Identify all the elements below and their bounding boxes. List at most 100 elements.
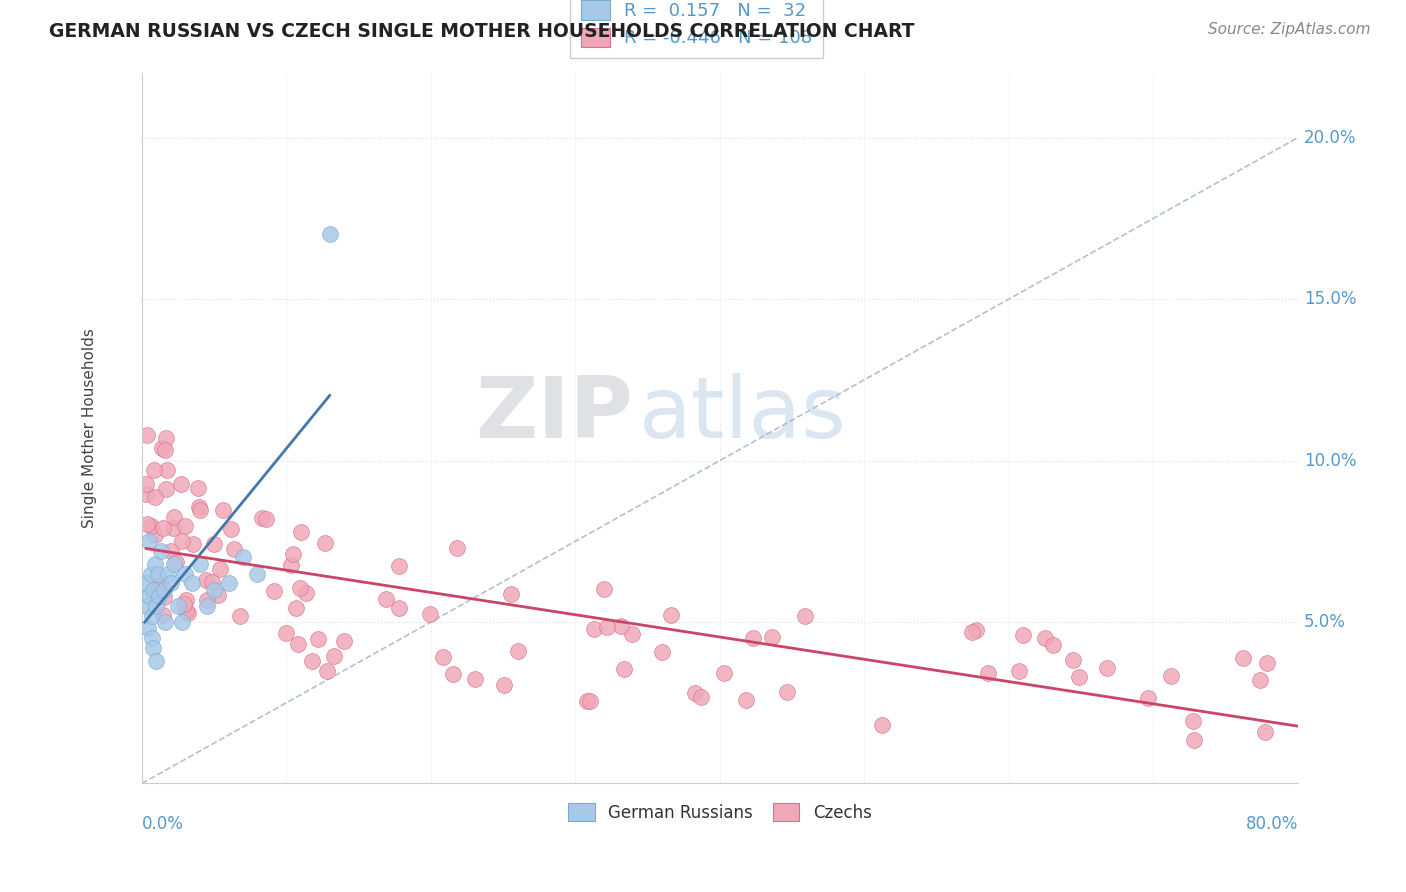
Point: [263, 583, 285, 598]
Point: [135, 487, 157, 501]
Point: [145, 583, 167, 598]
Point: [202, 536, 225, 550]
Point: [142, 582, 165, 597]
Point: [167, 599, 190, 613]
Point: [494, 678, 516, 692]
Point: [620, 627, 643, 641]
Point: [316, 664, 339, 678]
Point: [575, 694, 598, 708]
Point: [775, 685, 797, 699]
Point: [1253, 725, 1275, 739]
Point: [761, 631, 783, 645]
Point: [281, 548, 304, 562]
Point: [174, 519, 197, 533]
Point: [375, 592, 398, 607]
Point: [323, 649, 346, 664]
Point: [172, 615, 194, 629]
Point: [501, 587, 523, 601]
Point: [280, 558, 302, 573]
Point: [174, 593, 197, 607]
Text: 80.0%: 80.0%: [1246, 815, 1298, 833]
Point: [187, 481, 209, 495]
Point: [143, 463, 166, 477]
Point: [613, 662, 636, 676]
Point: [139, 566, 162, 581]
Text: ZIP: ZIP: [475, 373, 633, 456]
Point: [1012, 628, 1035, 642]
Point: [1033, 632, 1056, 646]
Point: [610, 619, 633, 633]
Point: [432, 649, 454, 664]
Point: [145, 654, 167, 668]
Point: [153, 442, 176, 457]
Point: [162, 557, 184, 571]
Point: [307, 632, 329, 647]
Text: 20.0%: 20.0%: [1303, 128, 1357, 146]
Point: [388, 601, 411, 615]
Point: [160, 544, 183, 558]
Point: [441, 667, 464, 681]
Point: [294, 586, 316, 600]
Point: [318, 227, 340, 242]
Point: [190, 503, 212, 517]
Point: [713, 665, 735, 680]
Point: [659, 607, 682, 622]
Point: [177, 606, 200, 620]
Point: [333, 634, 356, 648]
Point: [134, 576, 156, 591]
Point: [1042, 638, 1064, 652]
Point: [1182, 732, 1205, 747]
Point: [977, 666, 1000, 681]
Point: [208, 562, 231, 576]
Point: [256, 512, 278, 526]
Point: [252, 510, 274, 524]
Point: [388, 559, 411, 574]
Point: [212, 503, 235, 517]
Point: [685, 686, 707, 700]
Point: [188, 557, 211, 571]
Point: [593, 582, 616, 597]
Point: [162, 521, 184, 535]
Point: [965, 623, 987, 637]
Point: [1095, 661, 1118, 675]
Point: [159, 576, 181, 591]
Point: [224, 542, 246, 557]
Point: [153, 615, 176, 629]
Point: [174, 566, 197, 581]
Text: atlas: atlas: [638, 373, 846, 456]
Point: [1062, 653, 1084, 667]
Point: [145, 599, 167, 613]
Point: [188, 500, 211, 514]
Point: [181, 576, 204, 591]
Point: [156, 566, 179, 581]
Point: [419, 607, 441, 621]
Point: [170, 477, 193, 491]
Point: [202, 582, 225, 597]
Point: [301, 655, 323, 669]
Point: [689, 690, 711, 705]
Point: [201, 575, 224, 590]
Point: [1232, 651, 1254, 665]
Point: [287, 637, 309, 651]
Point: [139, 519, 162, 533]
Text: GERMAN RUSSIAN VS CZECH SINGLE MOTHER HOUSEHOLDS CORRELATION CHART: GERMAN RUSSIAN VS CZECH SINGLE MOTHER HO…: [49, 22, 915, 41]
Point: [136, 622, 159, 636]
Point: [181, 537, 204, 551]
Point: [135, 427, 157, 442]
Point: [135, 599, 157, 613]
Point: [464, 672, 486, 686]
Point: [136, 517, 159, 532]
Point: [207, 588, 229, 602]
Point: [284, 600, 307, 615]
Point: [172, 534, 194, 549]
Point: [870, 718, 893, 732]
Text: Source: ZipAtlas.com: Source: ZipAtlas.com: [1208, 22, 1371, 37]
Point: [962, 625, 984, 640]
Point: [219, 522, 242, 536]
Point: [1137, 691, 1160, 706]
Point: [141, 631, 163, 645]
Point: [290, 524, 312, 539]
Point: [174, 604, 197, 618]
Point: [446, 541, 468, 555]
Point: [1181, 714, 1204, 728]
